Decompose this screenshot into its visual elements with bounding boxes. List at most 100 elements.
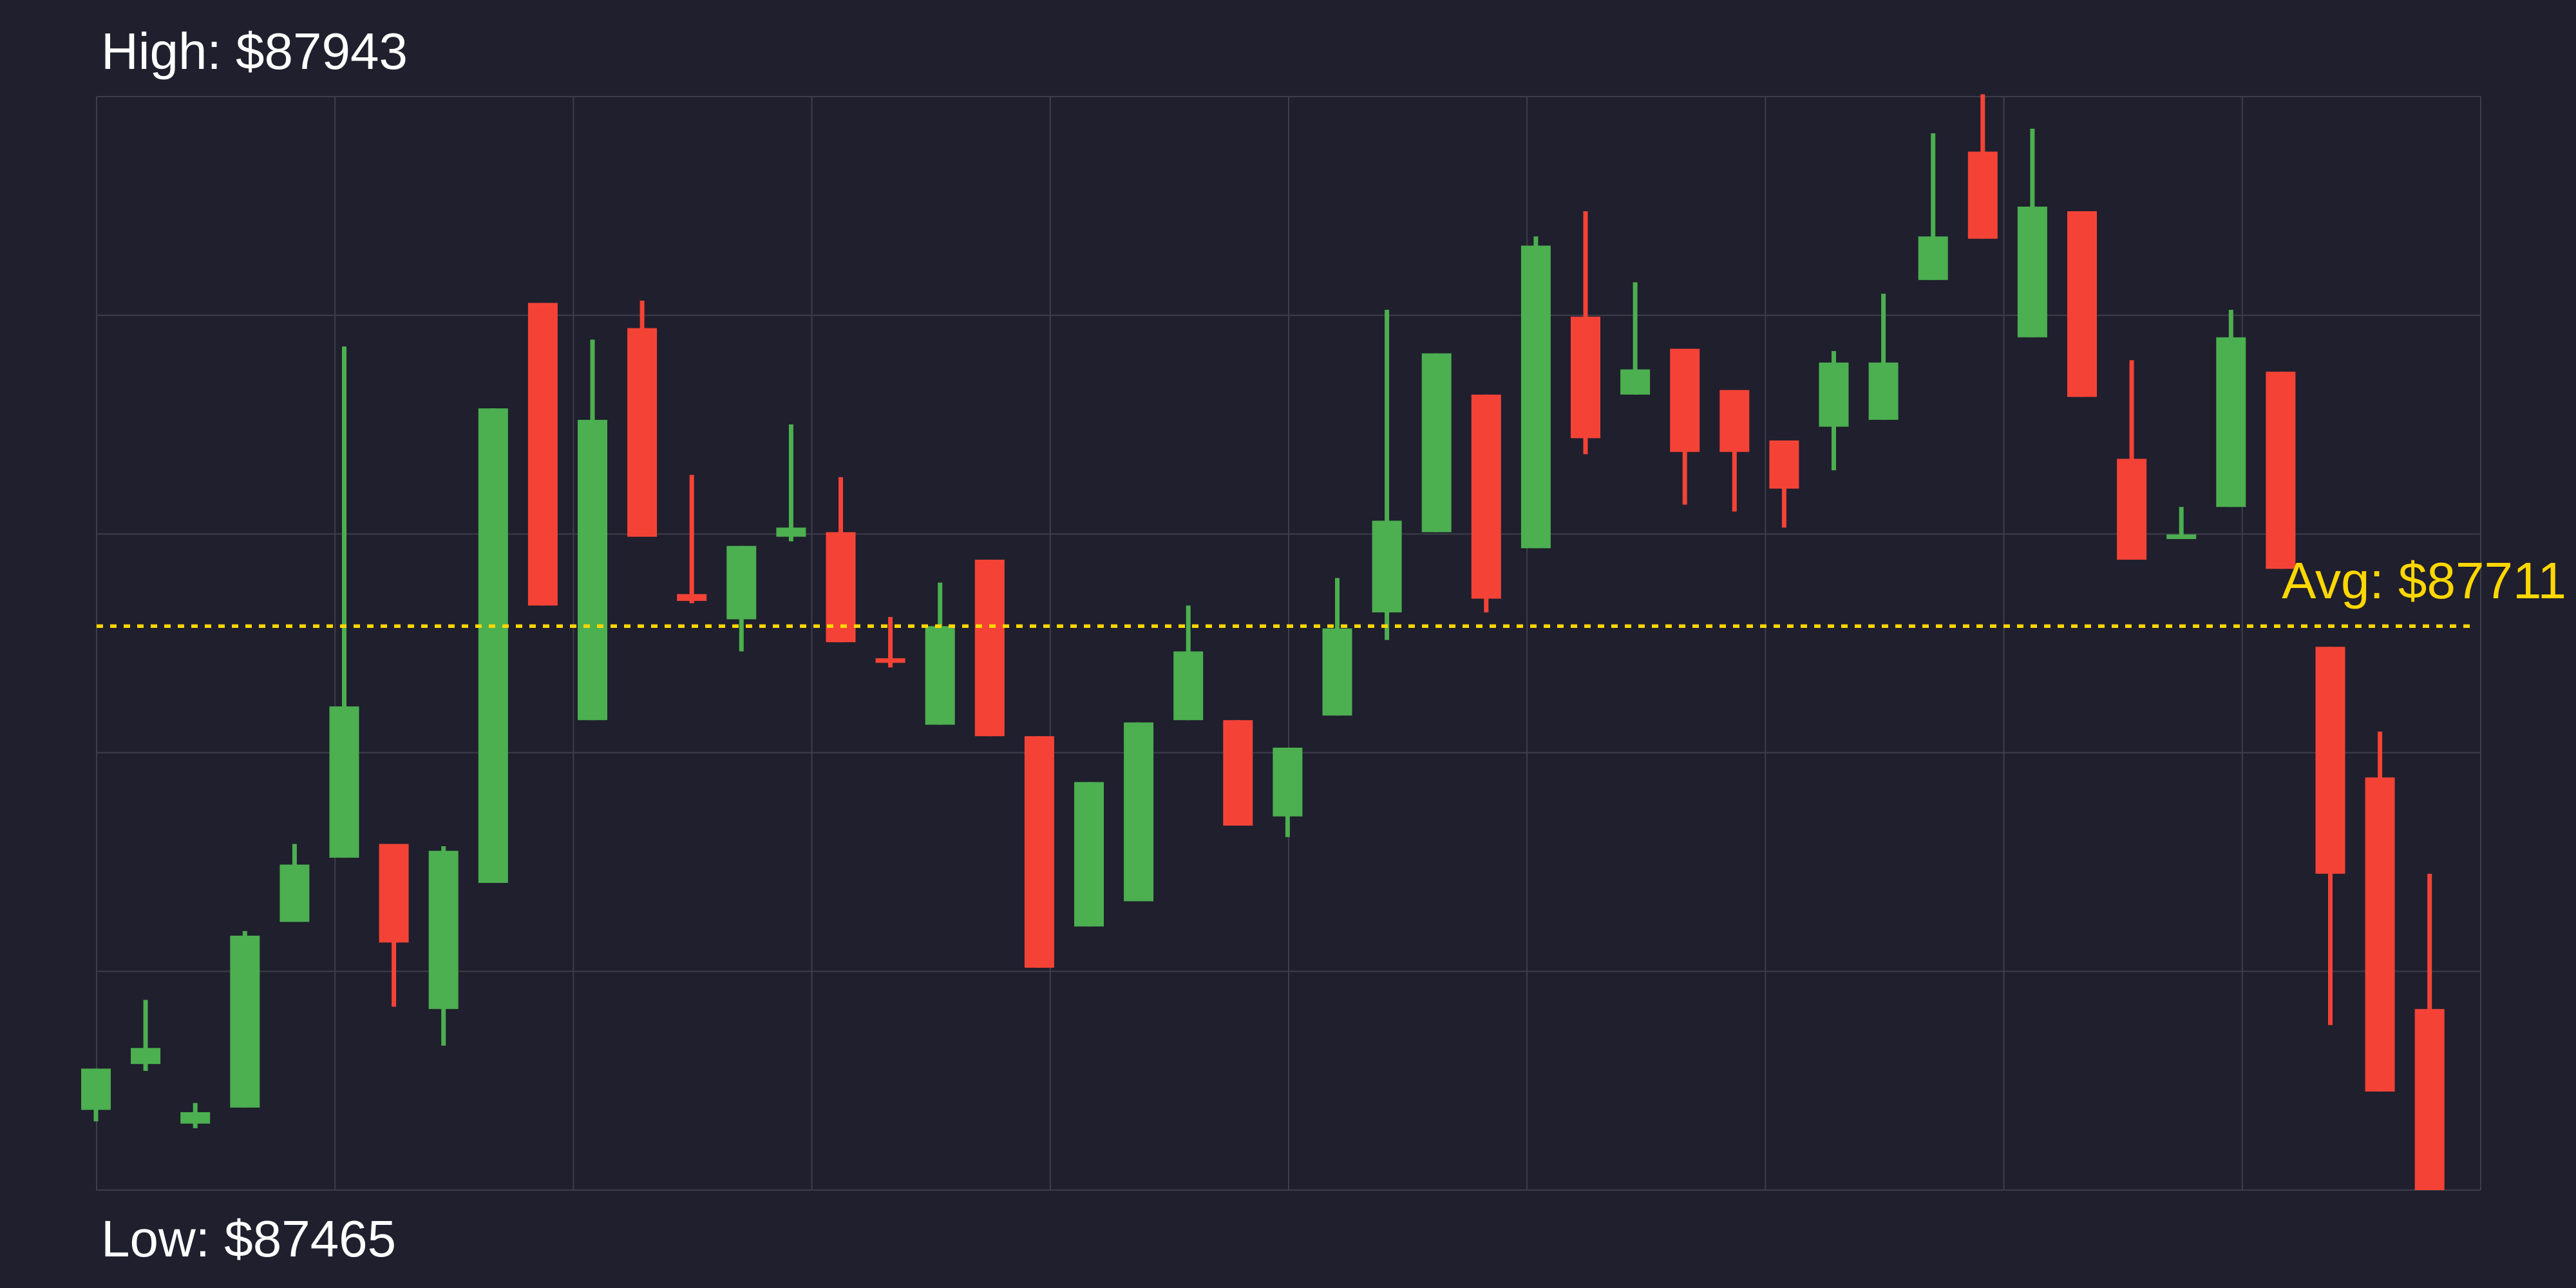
candle-wick [1385,310,1390,640]
candle-body [875,658,905,663]
candle-bullish[interactable] [81,1068,111,1122]
candle-body [974,560,1005,737]
candle-body [2414,1009,2445,1190]
candle-body [1074,782,1104,927]
candle-bullish[interactable] [180,1103,211,1128]
candle-bearish[interactable] [2117,360,2147,560]
candle-body [1769,440,1799,489]
candle-bearish[interactable] [527,303,558,606]
high-label: High: $87943 [101,23,408,80]
candle-bullish[interactable] [1173,605,1204,721]
candle-body [2166,534,2197,540]
candle-bullish[interactable] [1273,747,1303,837]
candle-bullish[interactable] [1421,353,1452,533]
candle-bullish[interactable] [230,931,260,1108]
candle-bearish[interactable] [2414,873,2445,1190]
candle-bearish[interactable] [1571,211,1600,455]
candle-bullish[interactable] [279,844,310,922]
candle-bearish[interactable] [2067,211,2097,397]
candle-body [1372,520,1402,612]
candle-body [1471,394,1501,599]
candle-body [2067,211,2097,397]
candle-body [131,1048,161,1065]
candle-body [527,303,558,606]
candle-body [1520,245,1551,549]
candle-body [627,328,658,537]
candle-wick [788,424,793,542]
candle-body [1223,720,1253,826]
candle-bullish[interactable] [329,346,359,858]
candle-body [1620,369,1651,395]
candle-bullish[interactable] [1620,282,1651,395]
candle-bearish[interactable] [974,560,1005,737]
candle-bullish[interactable] [1520,236,1551,549]
candle-body [776,527,806,537]
candle-bullish[interactable] [2017,128,2047,337]
candle-body [2315,647,2345,874]
candle-body [2266,372,2296,569]
candle-bearish[interactable] [826,477,856,643]
candle-body [677,594,707,601]
candle-bearish[interactable] [2266,372,2296,569]
candle-bullish[interactable] [578,339,607,721]
candle-body [2017,206,2047,337]
candle-bullish[interactable] [478,408,508,883]
candle-body [1719,390,1750,452]
candle-bullish[interactable] [776,424,806,542]
candle-wick [1633,282,1638,395]
candle-bullish[interactable] [131,999,161,1071]
candle-bearish[interactable] [2315,647,2345,1025]
candle-body [230,935,260,1108]
candle-bullish[interactable] [1074,782,1104,927]
candle-bullish[interactable] [428,846,459,1046]
candle-bearish[interactable] [627,300,658,537]
candle-bearish[interactable] [1670,348,1700,505]
candle-bearish[interactable] [1223,720,1253,826]
candle-bullish[interactable] [1868,294,1899,420]
candle-body [1322,628,1352,716]
grid [96,96,2481,1191]
candle-wick [143,999,148,1071]
candle-body [2365,777,2395,1092]
candle-bearish[interactable] [677,475,707,603]
candle-bullish[interactable] [925,582,955,725]
candle-bearish[interactable] [1769,440,1799,528]
candle-body [726,545,757,620]
candle-body [1918,236,1948,280]
candle-bearish[interactable] [379,844,409,1007]
candle-bullish[interactable] [1124,722,1154,902]
candle-body [2117,459,2147,560]
candle-bullish[interactable] [726,545,757,652]
candle-bullish[interactable] [2166,507,2197,540]
candle-body [1124,722,1154,902]
candle-bullish[interactable] [2216,310,2246,507]
candle-body [428,851,459,1009]
candle-wick [888,617,893,668]
candle-bullish[interactable] [1372,310,1402,640]
candle-wick [342,346,346,858]
candle-body [1173,651,1204,721]
candle-bearish[interactable] [1719,390,1750,512]
candle-body [925,626,955,725]
candle-bearish[interactable] [1471,394,1501,612]
candle-body [2216,337,2246,507]
candle-bearish[interactable] [2365,732,2395,1092]
candle-bullish[interactable] [1322,578,1352,716]
candle-body [1571,316,1600,439]
candle-body [279,864,310,922]
candle-wick [1881,294,1886,420]
candle-bullish[interactable] [1918,133,1948,280]
candles [81,94,2445,1190]
candle-wick [1931,133,1936,280]
candle-body [578,419,607,721]
candle-body [1819,362,1849,427]
candle-bearish[interactable] [875,617,905,668]
candle-bullish[interactable] [1819,351,1849,471]
candle-bearish[interactable] [1967,94,1998,239]
low-label: Low: $87465 [101,1210,397,1267]
candle-body [1670,348,1700,452]
candle-bearish[interactable] [1024,736,1054,968]
candle-body [826,532,856,643]
